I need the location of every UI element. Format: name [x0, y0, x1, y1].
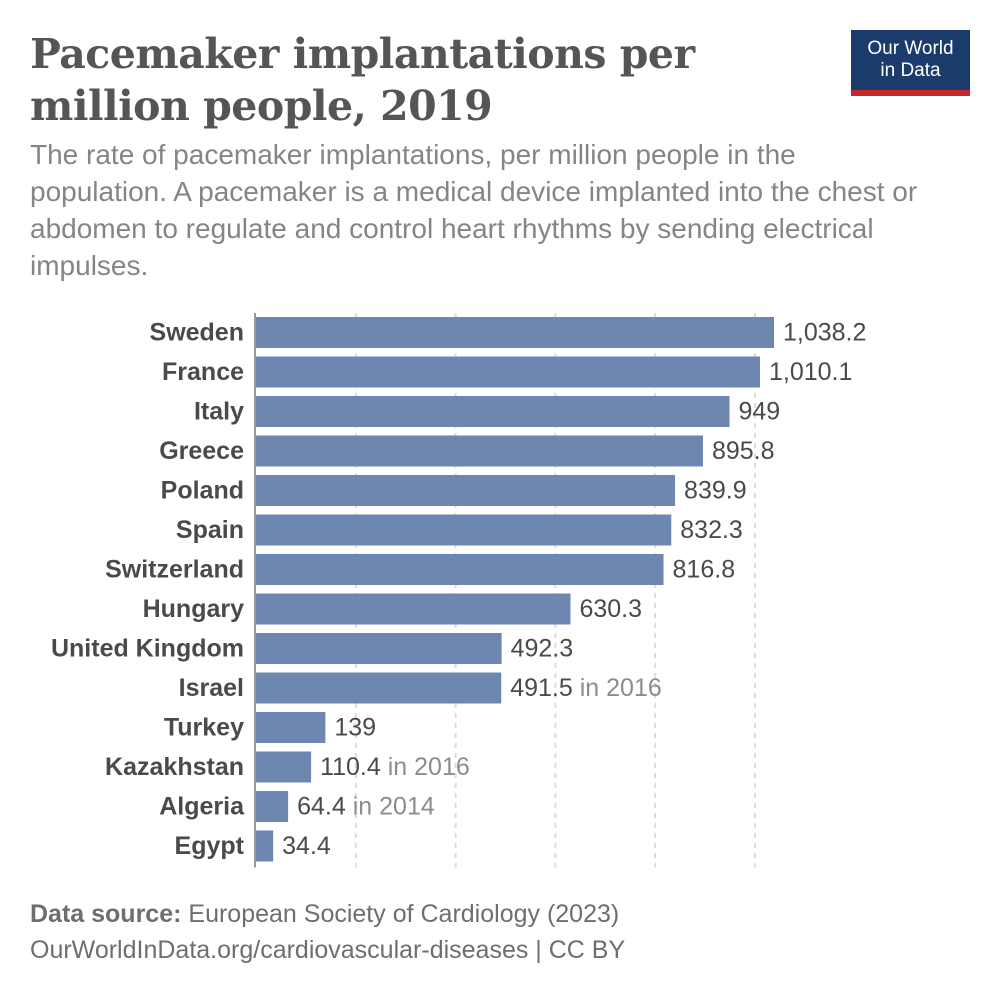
category-label: United Kingdom — [51, 635, 244, 663]
category-label: France — [162, 358, 244, 386]
value-label: 64.4 in 2014 — [297, 793, 435, 821]
bar[interactable] — [256, 554, 664, 585]
year-note: in 2014 — [346, 793, 435, 821]
category-label: Sweden — [150, 319, 244, 347]
data-source-text: European Society of Cardiology (2023) — [188, 900, 620, 928]
data-source-label: Data source: — [30, 900, 182, 928]
bar[interactable] — [256, 712, 326, 743]
year-note: in 2016 — [381, 753, 470, 781]
bar[interactable] — [256, 633, 502, 664]
category-label: Italy — [194, 398, 244, 426]
value-label: 949 — [738, 398, 780, 426]
value-label: 34.4 — [282, 832, 331, 860]
category-label: Israel — [179, 674, 244, 702]
bar[interactable] — [256, 751, 312, 783]
category-label: Turkey — [164, 714, 244, 742]
value-label: 1,010.1 — [769, 358, 852, 386]
category-label: Greece — [159, 437, 244, 465]
chart-title: Pacemaker implantations per million peop… — [30, 30, 695, 130]
value-label: 139 — [334, 714, 376, 742]
bar[interactable] — [256, 317, 774, 348]
logo-line-1: Our World — [867, 38, 954, 59]
bar[interactable] — [256, 593, 571, 625]
bar-chart: Sweden 1,038.2 France 1,010.1 Italy 949 Greece… — [51, 313, 866, 868]
bar[interactable] — [256, 672, 502, 704]
logo-line-2: in Data — [880, 60, 941, 81]
category-label: Spain — [176, 516, 244, 544]
owid-logo[interactable]: Our World in Data — [851, 30, 970, 96]
value-label: 832.3 — [680, 516, 743, 544]
value-label: 110.4 in 2016 — [320, 753, 470, 781]
category-label: Algeria — [159, 793, 245, 821]
value-label: 1,038.2 — [783, 319, 866, 347]
category-label: Switzerland — [105, 556, 244, 584]
value-label: 895.8 — [712, 437, 775, 465]
chart-subtitle: The rate of pacemaker implantations, per… — [30, 139, 918, 281]
value-label: 816.8 — [673, 556, 736, 584]
year-note: in 2016 — [573, 674, 662, 702]
value-label: 839.9 — [684, 477, 747, 505]
bar[interactable] — [256, 791, 289, 822]
bar[interactable] — [256, 435, 703, 467]
value-label: 492.3 — [511, 635, 574, 663]
data-source: Data source: European Society of Cardiol… — [30, 900, 970, 929]
category-label: Hungary — [143, 595, 245, 623]
bar[interactable] — [256, 475, 676, 506]
bar[interactable] — [256, 514, 672, 546]
value-label: 491.5 in 2016 — [510, 674, 662, 702]
bar[interactable] — [256, 830, 274, 862]
bar[interactable] — [256, 396, 730, 427]
footer-url[interactable]: OurWorldInData.org/cardiovascular-diseas… — [30, 936, 626, 964]
bar[interactable] — [256, 356, 760, 388]
category-label: Poland — [161, 477, 244, 505]
category-label: Egypt — [175, 832, 245, 860]
category-label: Kazakhstan — [105, 753, 244, 781]
value-label: 630.3 — [579, 595, 642, 623]
